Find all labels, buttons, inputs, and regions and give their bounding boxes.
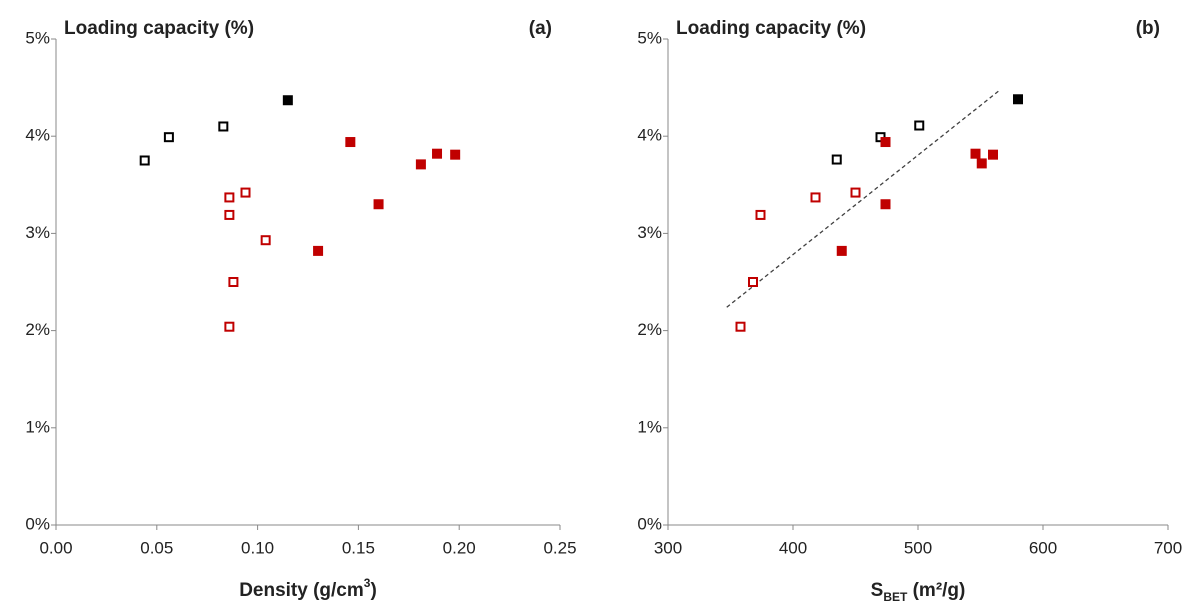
data-point bbox=[450, 149, 461, 160]
x-axis-label-part: Density (g/cm bbox=[239, 580, 364, 601]
data-point bbox=[163, 132, 174, 143]
y-tick-label: 1% bbox=[637, 417, 662, 436]
data-point bbox=[735, 321, 746, 332]
x-axis-label-part: BET bbox=[883, 590, 908, 604]
data-point bbox=[831, 154, 842, 165]
x-axis-label: Density (g/cm3) bbox=[239, 576, 377, 601]
data-point bbox=[345, 137, 356, 148]
x-tick-label: 500 bbox=[904, 538, 932, 557]
data-point bbox=[228, 277, 239, 287]
y-tick-label: 0% bbox=[25, 514, 50, 533]
data-point bbox=[224, 192, 235, 203]
x-axis-label-part: ) bbox=[370, 580, 376, 601]
data-point bbox=[240, 187, 251, 198]
data-point bbox=[976, 158, 987, 169]
x-tick-label: 300 bbox=[654, 538, 682, 557]
data-point bbox=[224, 321, 235, 332]
trend-line bbox=[726, 89, 1001, 308]
data-point bbox=[224, 209, 235, 220]
data-point bbox=[880, 137, 891, 148]
x-axis-label: SBET (m²/g) bbox=[871, 580, 966, 604]
chart-title: Loading capacity (%) bbox=[676, 18, 866, 39]
data-point bbox=[415, 159, 426, 170]
x-tick-label: 0.15 bbox=[342, 538, 375, 557]
x-tick-label: 700 bbox=[1154, 538, 1182, 557]
x-tick-label: 0.00 bbox=[39, 538, 72, 557]
y-tick-label: 2% bbox=[25, 320, 50, 339]
data-point bbox=[282, 95, 293, 106]
y-tick-label: 3% bbox=[637, 223, 662, 242]
chart-panel: 0% 1% 2% 3% 4% 5% 0.00 0.05 0.10 0.15 0.20 0.25 Load… bbox=[25, 18, 576, 601]
data-point bbox=[1013, 94, 1023, 105]
data-point bbox=[988, 149, 998, 160]
data-point bbox=[432, 148, 443, 159]
x-tick-label: 0.25 bbox=[543, 538, 576, 557]
data-point bbox=[748, 277, 758, 287]
y-tick-label: 5% bbox=[637, 28, 662, 47]
panel-label: (a) bbox=[529, 18, 552, 39]
y-tick-label: 1% bbox=[25, 417, 50, 436]
data-point bbox=[313, 245, 324, 256]
data-point bbox=[970, 148, 981, 159]
data-point bbox=[850, 187, 861, 198]
y-tick-label: 4% bbox=[637, 126, 662, 145]
y-tick-label: 0% bbox=[637, 514, 662, 533]
x-axis-label-part: S bbox=[871, 580, 884, 601]
chart-title: Loading capacity (%) bbox=[64, 18, 254, 39]
x-tick-label: 0.05 bbox=[140, 538, 173, 557]
y-tick-label: 2% bbox=[637, 320, 662, 339]
data-point bbox=[810, 192, 821, 203]
x-axis-label-part: 3 bbox=[364, 576, 371, 590]
data-point bbox=[755, 209, 766, 220]
x-tick-label: 0.20 bbox=[443, 538, 476, 557]
data-point bbox=[218, 121, 229, 132]
y-tick-label: 5% bbox=[25, 28, 50, 47]
panel-label: (b) bbox=[1136, 18, 1160, 39]
x-tick-label: 0.10 bbox=[241, 538, 274, 557]
data-point bbox=[836, 245, 847, 256]
x-axis-label-part: (m²/g) bbox=[907, 580, 965, 601]
x-tick-label: 400 bbox=[779, 538, 807, 557]
data-point bbox=[880, 199, 891, 210]
y-tick-label: 3% bbox=[25, 223, 50, 242]
y-tick-label: 4% bbox=[25, 126, 50, 145]
data-point bbox=[914, 120, 925, 131]
chart-panel: 0% 1% 2% 3% 4% 5% 300 400 500 600 700 Loading capac… bbox=[637, 18, 1182, 604]
data-point bbox=[373, 199, 384, 210]
data-point bbox=[260, 235, 271, 246]
x-tick-label: 600 bbox=[1029, 538, 1057, 557]
data-point bbox=[139, 155, 150, 166]
